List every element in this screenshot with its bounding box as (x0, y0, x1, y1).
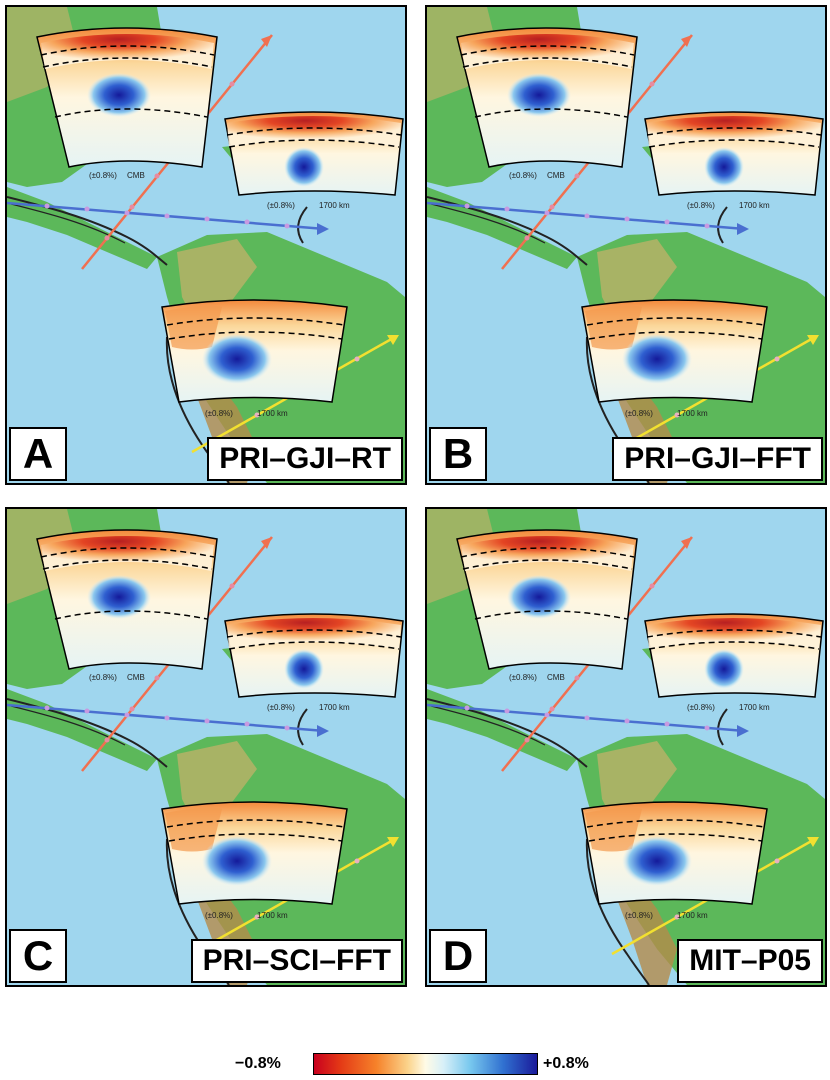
svg-text:CMB: CMB (127, 171, 145, 180)
model-label-a: PRI–GJI–RT (207, 437, 403, 481)
tomography-map-a: (±0.8%) CMB (±0.8%) 1700 km (±0.8% (7, 7, 405, 483)
panel-b: (±0.8%) CMB (±0.8%) 1700 km (±0.8% (425, 5, 827, 485)
south-cross-section: (±0.8%) 1700 km (581, 299, 768, 418)
svg-text:(±0.8%): (±0.8%) (625, 911, 653, 920)
east-cross-section: (±0.8%) 1700 km (224, 613, 404, 712)
north-cross-section: (±0.8%) CMB (36, 529, 218, 682)
svg-text:(±0.8%): (±0.8%) (89, 673, 117, 682)
svg-text:CMB: CMB (547, 673, 565, 682)
tomography-map-b: (±0.8%) CMB (±0.8%) 1700 km (±0.8% (427, 7, 825, 483)
model-label-b: PRI–GJI–FFT (612, 437, 823, 481)
svg-text:1700 km: 1700 km (257, 409, 288, 418)
svg-text:1700 km: 1700 km (257, 911, 288, 920)
south-cross-section: (±0.8%) 1700 km (581, 801, 768, 920)
svg-text:(±0.8%): (±0.8%) (509, 171, 537, 180)
north-cross-section: (±0.8%) CMB (456, 27, 638, 180)
svg-text:1700 km: 1700 km (739, 703, 770, 712)
svg-text:(±0.8%): (±0.8%) (267, 703, 295, 712)
svg-text:(±0.8%): (±0.8%) (625, 409, 653, 418)
svg-text:(±0.8%): (±0.8%) (687, 703, 715, 712)
svg-text:(±0.8%): (±0.8%) (267, 201, 295, 210)
tomography-map-c: (±0.8%) CMB (±0.8%) 1700 km (±0.8% (7, 509, 405, 985)
panel-letter-a: A (9, 427, 67, 481)
svg-text:CMB: CMB (547, 171, 565, 180)
colorbar: −0.8% +0.8% (235, 1050, 615, 1076)
model-label-c: PRI–SCI–FFT (190, 939, 403, 983)
svg-text:1700 km: 1700 km (677, 911, 708, 920)
south-cross-section: (±0.8%) 1700 km (161, 299, 348, 418)
north-cross-section: (±0.8%) CMB (456, 529, 638, 682)
north-cross-section: (±0.8%) CMB (36, 27, 218, 180)
svg-text:CMB: CMB (127, 673, 145, 682)
svg-text:1700 km: 1700 km (677, 409, 708, 418)
model-label-d: MIT–P05 (677, 939, 823, 983)
panel-c: (±0.8%) CMB (±0.8%) 1700 km (±0.8% (5, 507, 407, 987)
colorbar-min-label: −0.8% (235, 1055, 281, 1072)
panel-letter-c: C (9, 929, 67, 983)
svg-text:1700 km: 1700 km (319, 201, 350, 210)
panel-d: (±0.8%) CMB (±0.8%) 1700 km (±0.8% (425, 507, 827, 987)
east-cross-section: (±0.8%) 1700 km (644, 111, 824, 210)
tomography-map-d: (±0.8%) CMB (±0.8%) 1700 km (±0.8% (427, 509, 825, 985)
svg-text:1700 km: 1700 km (739, 201, 770, 210)
panel-a: (±0.8%) CMB (±0.8%) 1700 km (±0.8% (5, 5, 407, 485)
svg-text:(±0.8%): (±0.8%) (687, 201, 715, 210)
colorbar-gradient (313, 1053, 538, 1075)
colorbar-max-label: +0.8% (543, 1055, 589, 1072)
panel-letter-d: D (429, 929, 487, 983)
svg-text:(±0.8%): (±0.8%) (205, 911, 233, 920)
east-cross-section: (±0.8%) 1700 km (224, 111, 404, 210)
south-cross-section: (±0.8%) 1700 km (161, 801, 348, 920)
svg-text:(±0.8%): (±0.8%) (89, 171, 117, 180)
panel-letter-b: B (429, 427, 487, 481)
svg-text:(±0.8%): (±0.8%) (509, 673, 537, 682)
svg-text:1700 km: 1700 km (319, 703, 350, 712)
svg-text:(±0.8%): (±0.8%) (205, 409, 233, 418)
east-cross-section: (±0.8%) 1700 km (644, 613, 824, 712)
